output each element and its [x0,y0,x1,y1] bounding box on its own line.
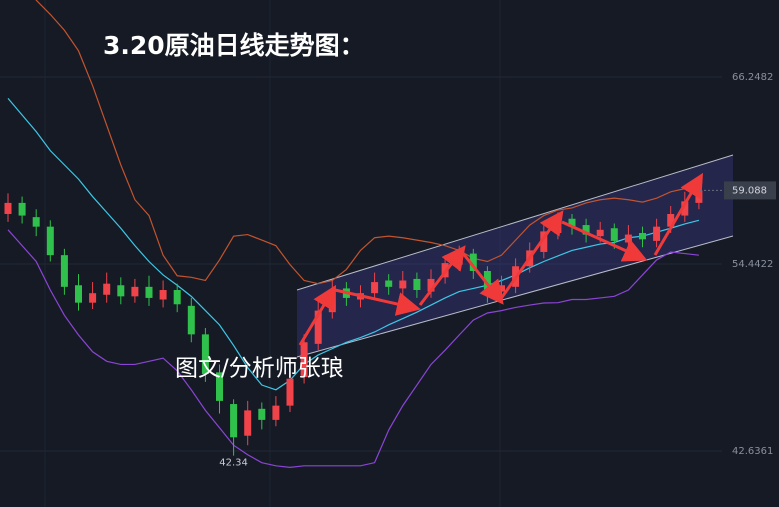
chart-title: 3.20原油日线走势图： [103,31,365,60]
candle-body [201,334,209,374]
candle-body [427,278,435,292]
candle-body [145,286,153,298]
candle-body [667,213,675,227]
candle-body [610,228,618,241]
candle-body [103,283,111,295]
candle-body [60,255,68,287]
indicator-line [7,97,700,391]
candle-body [385,280,393,287]
candle-body [300,342,308,378]
channel-lower [296,235,734,358]
candle-body [216,372,223,401]
candle-body [272,405,280,420]
channel-upper [296,154,734,291]
candle-body [117,285,125,297]
candle-body [187,305,195,335]
candle-body [568,218,576,227]
candle-body [159,290,167,300]
candle-body [230,404,238,438]
last-price-label: 59.088 [732,185,767,196]
candle-body [314,310,322,344]
candle-body [596,229,604,237]
candle-body [46,226,54,256]
arrow [298,284,337,346]
arrows [298,172,704,346]
arrow [498,210,564,301]
candle-body [89,293,97,303]
candle-body [399,280,407,289]
arrow [653,172,704,256]
candle-body [540,231,548,252]
channel [297,155,733,357]
arrow [460,251,504,305]
y-tick-label: 66.2482 [732,72,773,83]
candle-body [681,201,689,216]
candle-body [371,282,379,294]
candle-body [131,286,139,297]
last-price-box [724,181,776,200]
indicator-line [7,229,699,469]
candle-body [469,253,477,272]
candle-body [582,225,590,235]
candle-body [18,202,26,216]
candle-body [173,290,181,305]
candle-body [4,202,12,214]
candle-body [75,285,82,303]
grid [0,0,722,507]
y-tick-label: 54.4422 [732,259,773,270]
candle-body [258,408,266,420]
indicator-lines [7,0,700,469]
candle-body [624,234,632,243]
candle-body [498,285,505,292]
y-tick-label: 42.6361 [732,446,773,457]
low-label: 42.34 [219,458,248,469]
candle-body [413,278,421,291]
arrow [334,288,421,316]
candle-body [653,226,661,241]
candle-body [286,378,294,406]
arrow [418,245,466,306]
candle-body [244,410,252,436]
candle-body [639,232,646,240]
candle-body [32,217,40,227]
arrow [561,220,648,262]
watermark: 图文/分析师张琅 [175,356,344,382]
price-axis: 66.2482 54.4422 42.6361 59.088 42.34 [219,72,776,469]
candle-body [695,190,703,203]
indicator-line [35,0,700,285]
